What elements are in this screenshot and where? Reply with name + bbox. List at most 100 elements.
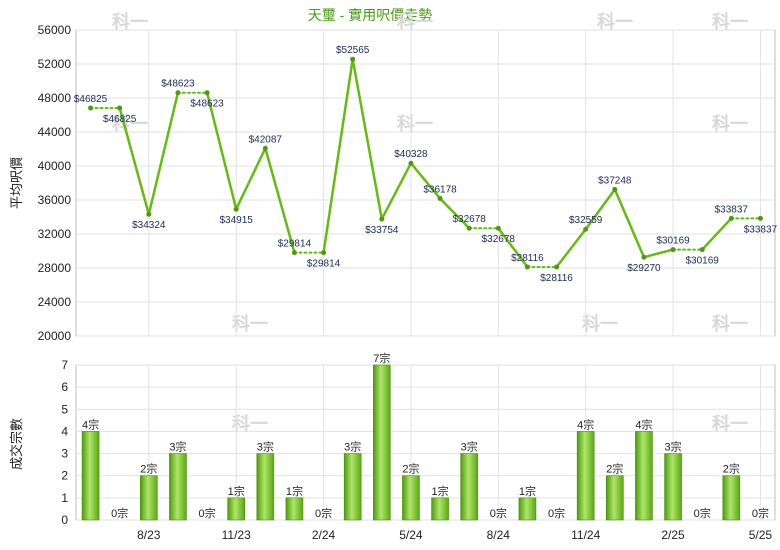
price-tick-label: 32000 bbox=[38, 227, 72, 241]
price-line-segment bbox=[322, 57, 354, 254]
price-data-label: $29814 bbox=[278, 239, 312, 250]
price-line-segment bbox=[380, 161, 413, 221]
price-data-label: $52565 bbox=[336, 45, 370, 56]
price-line-segment bbox=[118, 106, 151, 216]
price-data-label: $46825 bbox=[103, 114, 137, 125]
transaction-count-label: 3宗 bbox=[665, 440, 682, 454]
price-line-segment bbox=[234, 147, 267, 211]
price-line-segment bbox=[147, 91, 180, 216]
price-point bbox=[670, 247, 676, 253]
count-tick-label: 7 bbox=[61, 358, 68, 372]
count-tick-label: 3 bbox=[61, 447, 68, 461]
transaction-bar bbox=[606, 475, 624, 521]
count-tick-label: 6 bbox=[61, 380, 68, 394]
price-point bbox=[291, 250, 297, 256]
transaction-count-label: 7宗 bbox=[373, 351, 390, 365]
price-point bbox=[699, 247, 705, 253]
price-point bbox=[379, 216, 385, 222]
price-data-label: $30169 bbox=[656, 236, 690, 247]
watermark-text: 科一 bbox=[397, 11, 433, 32]
watermark-text: 科一 bbox=[397, 113, 433, 134]
price-data-label: $48623 bbox=[190, 99, 224, 110]
price-data-label: $33754 bbox=[365, 225, 399, 236]
price-line-segment bbox=[700, 217, 733, 251]
price-line-segment bbox=[497, 226, 529, 269]
price-line-segment bbox=[205, 91, 238, 211]
price-data-label: $36178 bbox=[423, 184, 457, 195]
transaction-bar bbox=[402, 475, 420, 521]
transaction-bar bbox=[722, 475, 741, 521]
transaction-count-label: 3宗 bbox=[344, 440, 361, 454]
transaction-bar bbox=[169, 453, 187, 521]
transaction-bar bbox=[518, 497, 537, 521]
transaction-bar bbox=[431, 497, 449, 521]
x-tick-label: 5/25 bbox=[749, 528, 773, 542]
transaction-bar bbox=[140, 475, 158, 521]
count-tick-label: 5 bbox=[61, 402, 68, 416]
transaction-count-label: 0宗 bbox=[315, 506, 332, 520]
transaction-count-label: 4宗 bbox=[635, 417, 652, 431]
transaction-count-label: 0宗 bbox=[752, 506, 769, 520]
price-data-label: $33837 bbox=[744, 224, 778, 235]
price-tick-label: 36000 bbox=[38, 193, 72, 207]
price-point bbox=[233, 206, 239, 212]
x-tick-label: 11/23 bbox=[222, 528, 251, 542]
price-tick-label: 20000 bbox=[38, 329, 72, 343]
price-point bbox=[262, 145, 268, 151]
price-data-label: $30169 bbox=[686, 256, 720, 267]
price-data-label: $28116 bbox=[511, 253, 544, 264]
transaction-count-label: 2宗 bbox=[402, 462, 419, 476]
price-point bbox=[175, 90, 181, 96]
price-point bbox=[117, 105, 123, 111]
price-point bbox=[728, 215, 734, 221]
price-tick-label: 28000 bbox=[38, 261, 72, 275]
watermark-text: 科一 bbox=[112, 11, 148, 32]
x-tick-label: 11/24 bbox=[571, 528, 600, 542]
x-tick-label: 8/23 bbox=[137, 528, 161, 542]
price-data-label: $32678 bbox=[482, 234, 516, 245]
transaction-bar bbox=[343, 453, 362, 521]
price-data-label: $46825 bbox=[74, 94, 108, 105]
transaction-count-label: 1宗 bbox=[286, 484, 303, 498]
transaction-count-label: 3宗 bbox=[169, 440, 186, 454]
price-point bbox=[554, 264, 560, 270]
price-point bbox=[88, 105, 94, 111]
watermark-text: 科一 bbox=[232, 413, 268, 434]
watermark-text: 科一 bbox=[582, 313, 618, 334]
price-data-label: $34324 bbox=[132, 220, 166, 231]
price-data-label: $37248 bbox=[598, 175, 632, 186]
price-point bbox=[641, 254, 647, 260]
transaction-count-label: 4宗 bbox=[82, 417, 99, 431]
price-point bbox=[437, 195, 443, 201]
transaction-count-label: 0宗 bbox=[490, 506, 507, 520]
price-line-segment bbox=[438, 197, 471, 230]
count-tick-label: 2 bbox=[61, 469, 68, 483]
transaction-count-label: 0宗 bbox=[694, 506, 711, 520]
price-data-label: $42087 bbox=[249, 134, 283, 145]
transaction-bar bbox=[256, 453, 275, 521]
price-point bbox=[495, 225, 501, 231]
transaction-bar bbox=[227, 497, 245, 521]
transaction-count-label: 2宗 bbox=[140, 462, 157, 476]
transaction-count-label: 0宗 bbox=[111, 506, 128, 520]
price-data-label: $32678 bbox=[453, 214, 487, 225]
price-data-label: $32559 bbox=[569, 215, 603, 226]
count-tick-label: 0 bbox=[61, 513, 68, 527]
watermark-text: 科一 bbox=[712, 413, 748, 434]
price-tick-label: 44000 bbox=[38, 125, 72, 139]
price-point bbox=[757, 215, 763, 221]
price-data-label: $33837 bbox=[715, 204, 749, 215]
transaction-bar bbox=[285, 497, 304, 521]
transaction-bar bbox=[576, 431, 595, 521]
watermark-text: 科一 bbox=[597, 11, 633, 32]
transaction-count-label: 4宗 bbox=[577, 417, 594, 431]
price-data-label: $28116 bbox=[540, 273, 573, 284]
price-axis-label: 平均呎價 bbox=[9, 157, 24, 209]
watermark-text: 科一 bbox=[712, 313, 748, 334]
grid-layer: 20000 24000 28000 32000 36000 40000 44000 48000… bbox=[38, 23, 776, 542]
count-tick-label: 4 bbox=[61, 424, 68, 438]
price-plot-frame bbox=[75, 29, 776, 337]
price-data-label: $40328 bbox=[394, 149, 428, 160]
